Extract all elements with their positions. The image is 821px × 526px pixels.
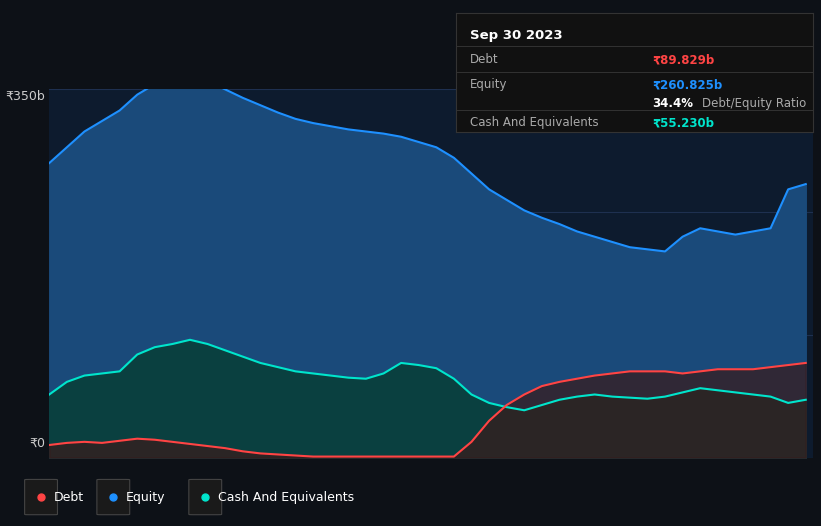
FancyBboxPatch shape bbox=[25, 479, 57, 515]
Text: ₹0: ₹0 bbox=[30, 437, 45, 450]
Text: ₹89.829b: ₹89.829b bbox=[652, 54, 714, 66]
Text: Debt: Debt bbox=[470, 54, 498, 66]
Text: ₹260.825b: ₹260.825b bbox=[652, 78, 722, 91]
Text: Debt: Debt bbox=[53, 491, 84, 503]
Text: Cash And Equivalents: Cash And Equivalents bbox=[218, 491, 354, 503]
FancyBboxPatch shape bbox=[189, 479, 222, 515]
FancyBboxPatch shape bbox=[97, 479, 130, 515]
Text: Equity: Equity bbox=[126, 491, 165, 503]
Text: Debt/Equity Ratio: Debt/Equity Ratio bbox=[702, 97, 806, 110]
Text: 34.4%: 34.4% bbox=[652, 97, 693, 110]
Text: Equity: Equity bbox=[470, 78, 507, 91]
Text: Cash And Equivalents: Cash And Equivalents bbox=[470, 116, 599, 129]
Text: ₹350b: ₹350b bbox=[6, 89, 45, 103]
Text: Sep 30 2023: Sep 30 2023 bbox=[470, 28, 562, 42]
Text: ₹55.230b: ₹55.230b bbox=[652, 116, 714, 129]
